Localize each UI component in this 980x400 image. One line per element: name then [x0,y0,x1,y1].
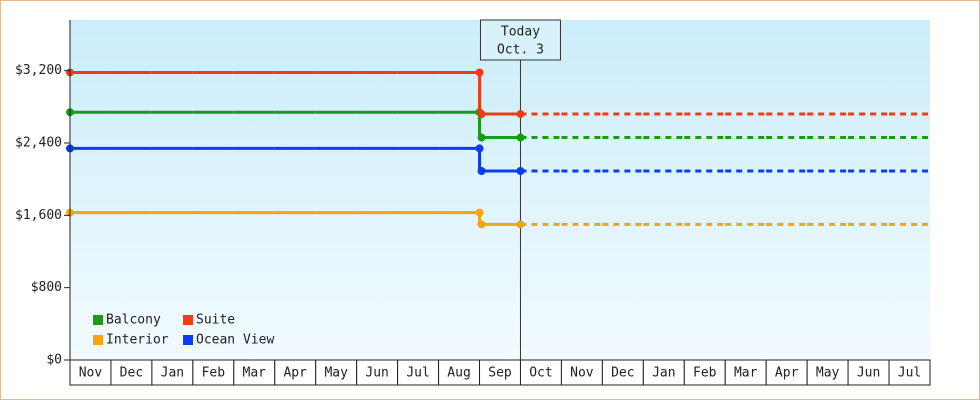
x-tick-box [888,359,931,386]
x-tick-box [519,359,562,386]
point [477,167,486,176]
legend-swatch [183,335,193,345]
x-tick-label: Mar [243,366,267,381]
x-tick-box [479,359,521,386]
today-box [479,19,561,61]
legend-label: Ocean View [196,333,274,348]
y-tick-label: $800 [31,280,62,295]
point [475,208,484,217]
point [477,133,486,142]
x-tick-box [110,359,153,386]
legend-label: Suite [196,313,235,328]
x-tick-box [356,359,399,386]
point [516,167,525,176]
x-tick-box [765,359,808,386]
x-tick-box [438,359,481,386]
x-tick-label: Jun [857,366,880,381]
x-tick-label: Jan [652,366,675,381]
x-tick-label: Nov [570,366,594,381]
x-tick-box [642,359,685,386]
x-tick-label: Aug [447,366,470,381]
legend-swatch [93,335,103,345]
y-tick-label: $1,600 [15,208,62,223]
y-tick-label: $3,200 [15,63,62,78]
point [516,220,525,229]
x-tick-label: Jan [161,366,184,381]
x-tick-label: Sep [488,366,512,381]
point [475,68,484,77]
legend-swatch [183,315,193,325]
x-tick-box [192,359,235,386]
point [477,110,486,119]
x-tick-label: Apr [775,366,799,381]
x-tick-box [724,359,767,386]
x-tick-label: Feb [202,366,226,381]
today-label: Oct. 3 [497,43,544,58]
x-tick-box [151,359,194,386]
x-tick-label: Nov [79,366,103,381]
point [477,220,486,229]
x-tick-box [315,359,358,386]
x-tick-box [69,359,112,386]
legend-swatch [93,315,103,325]
y-tick-label: $0 [46,353,62,368]
x-tick-label: Jul [898,366,921,381]
x-tick-label: May [324,366,348,381]
plot-area [70,20,930,360]
x-tick-label: Mar [734,366,758,381]
x-tick-label: May [816,366,840,381]
x-tick-label: Feb [693,366,717,381]
legend-label: Balcony [106,313,161,328]
point [516,110,525,119]
y-tick-label: $2,400 [15,135,62,150]
x-tick-label: Dec [120,366,143,381]
x-tick-box [233,359,276,386]
legend-label: Interior [106,333,169,348]
x-tick-box [806,359,849,386]
x-tick-box [601,359,644,386]
x-tick-label: Dec [611,366,634,381]
today-label: Today [501,25,540,40]
x-tick-box [274,359,317,386]
x-tick-label: Apr [283,366,307,381]
x-tick-label: Oct [529,366,552,381]
x-tick-label: Jun [365,366,388,381]
point [475,144,484,153]
point [516,133,525,142]
x-tick-label: Jul [406,366,429,381]
x-tick-box [683,359,726,386]
